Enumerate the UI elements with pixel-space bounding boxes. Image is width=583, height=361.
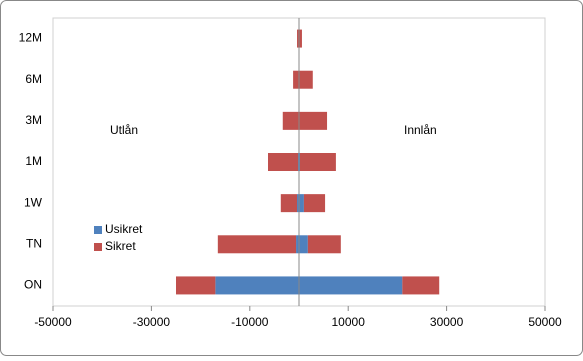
bar (296, 235, 299, 254)
y-tick-label: 1M (25, 154, 42, 168)
x-tick-label: 10000 (332, 315, 366, 329)
legend-swatch (94, 226, 102, 234)
x-tick-label: -30000 (133, 315, 171, 329)
bar (176, 276, 216, 295)
x-tick-label: -50000 (34, 315, 72, 329)
y-tick-label: ON (24, 278, 42, 292)
bar (280, 194, 298, 213)
y-tick-label: TN (26, 236, 42, 250)
bar (307, 235, 341, 254)
bar (282, 111, 299, 130)
bar (299, 111, 328, 130)
bar (299, 235, 308, 254)
bar (215, 276, 299, 295)
legend-label: Usikret (105, 222, 143, 236)
bar (268, 153, 299, 171)
y-tick-label: 3M (25, 113, 42, 127)
bar (297, 29, 299, 48)
x-tick-label: -10000 (231, 315, 269, 329)
bar (402, 276, 440, 295)
bar (299, 153, 336, 171)
bar (293, 70, 299, 89)
legend-swatch (94, 243, 102, 251)
bar (299, 194, 304, 213)
bar (297, 194, 299, 213)
annotation: Innlån (404, 123, 437, 137)
annotation: Utlån (110, 123, 138, 137)
bar (299, 276, 403, 295)
x-tick-label: 50000 (528, 315, 562, 329)
y-tick-label: 1W (24, 195, 43, 209)
y-tick-label: 6M (25, 72, 42, 86)
bar (217, 235, 297, 254)
y-tick-label: 12M (19, 31, 42, 45)
legend-label: Sikret (105, 239, 136, 253)
x-tick-label: 30000 (430, 315, 464, 329)
bar (303, 194, 326, 213)
bar (299, 70, 313, 89)
bar (299, 29, 302, 48)
